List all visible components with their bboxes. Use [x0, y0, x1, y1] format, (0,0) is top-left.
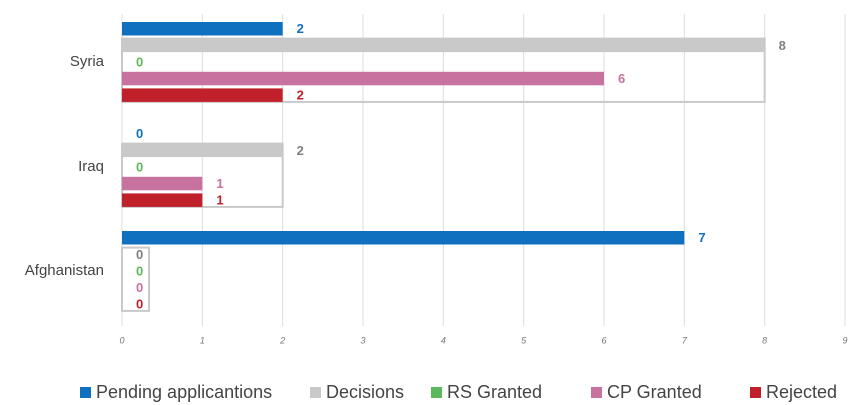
data-label: 0: [136, 159, 143, 174]
decision-outline: [121, 246, 150, 312]
x-tick-label: 9: [842, 335, 847, 345]
data-label: 0: [136, 126, 143, 141]
x-tick-label: 5: [521, 335, 527, 345]
data-label: 8: [779, 38, 786, 53]
legend-label: Decisions: [326, 382, 404, 402]
data-label: 7: [698, 230, 705, 245]
x-tick-label: 4: [441, 335, 446, 345]
data-label: 0: [136, 280, 143, 295]
legend-swatch: [750, 387, 761, 398]
legend-label: Rejected: [766, 382, 837, 402]
legend-label: CP Granted: [607, 382, 702, 402]
bar: [122, 176, 203, 191]
data-label: 2: [297, 143, 304, 158]
data-label: 2: [297, 21, 304, 36]
legend-label: Pending applicantions: [96, 382, 272, 402]
data-label: 1: [216, 193, 223, 208]
bar: [122, 71, 604, 86]
category-label: Afghanistan: [25, 262, 104, 279]
bar: [122, 193, 203, 207]
x-tick-label: 8: [762, 335, 767, 345]
x-tick-label: 7: [682, 335, 688, 345]
x-tick-label: 0: [119, 335, 124, 345]
bar: [122, 38, 765, 53]
legend-swatch: [80, 387, 91, 398]
data-label: 0: [136, 247, 143, 262]
category-label: Iraq: [78, 158, 104, 175]
legend-label: RS Granted: [447, 382, 542, 402]
x-tick-label: 6: [601, 335, 606, 345]
category-label: Syria: [70, 53, 105, 70]
legend-swatch: [310, 387, 321, 398]
data-label: 0: [136, 263, 143, 278]
data-label: 0: [136, 54, 143, 69]
bar: [122, 88, 283, 102]
x-tick-label: 3: [360, 335, 365, 345]
legend-swatch: [591, 387, 602, 398]
data-label: 6: [618, 71, 625, 86]
data-label: 2: [297, 88, 304, 103]
bar: [122, 143, 283, 158]
bar: [122, 231, 685, 245]
x-tick-label: 2: [279, 335, 285, 345]
bar: [122, 22, 283, 36]
legend-swatch: [431, 387, 442, 398]
data-label: 0: [136, 297, 143, 312]
data-label: 1: [216, 176, 223, 191]
x-tick-label: 1: [200, 335, 205, 345]
